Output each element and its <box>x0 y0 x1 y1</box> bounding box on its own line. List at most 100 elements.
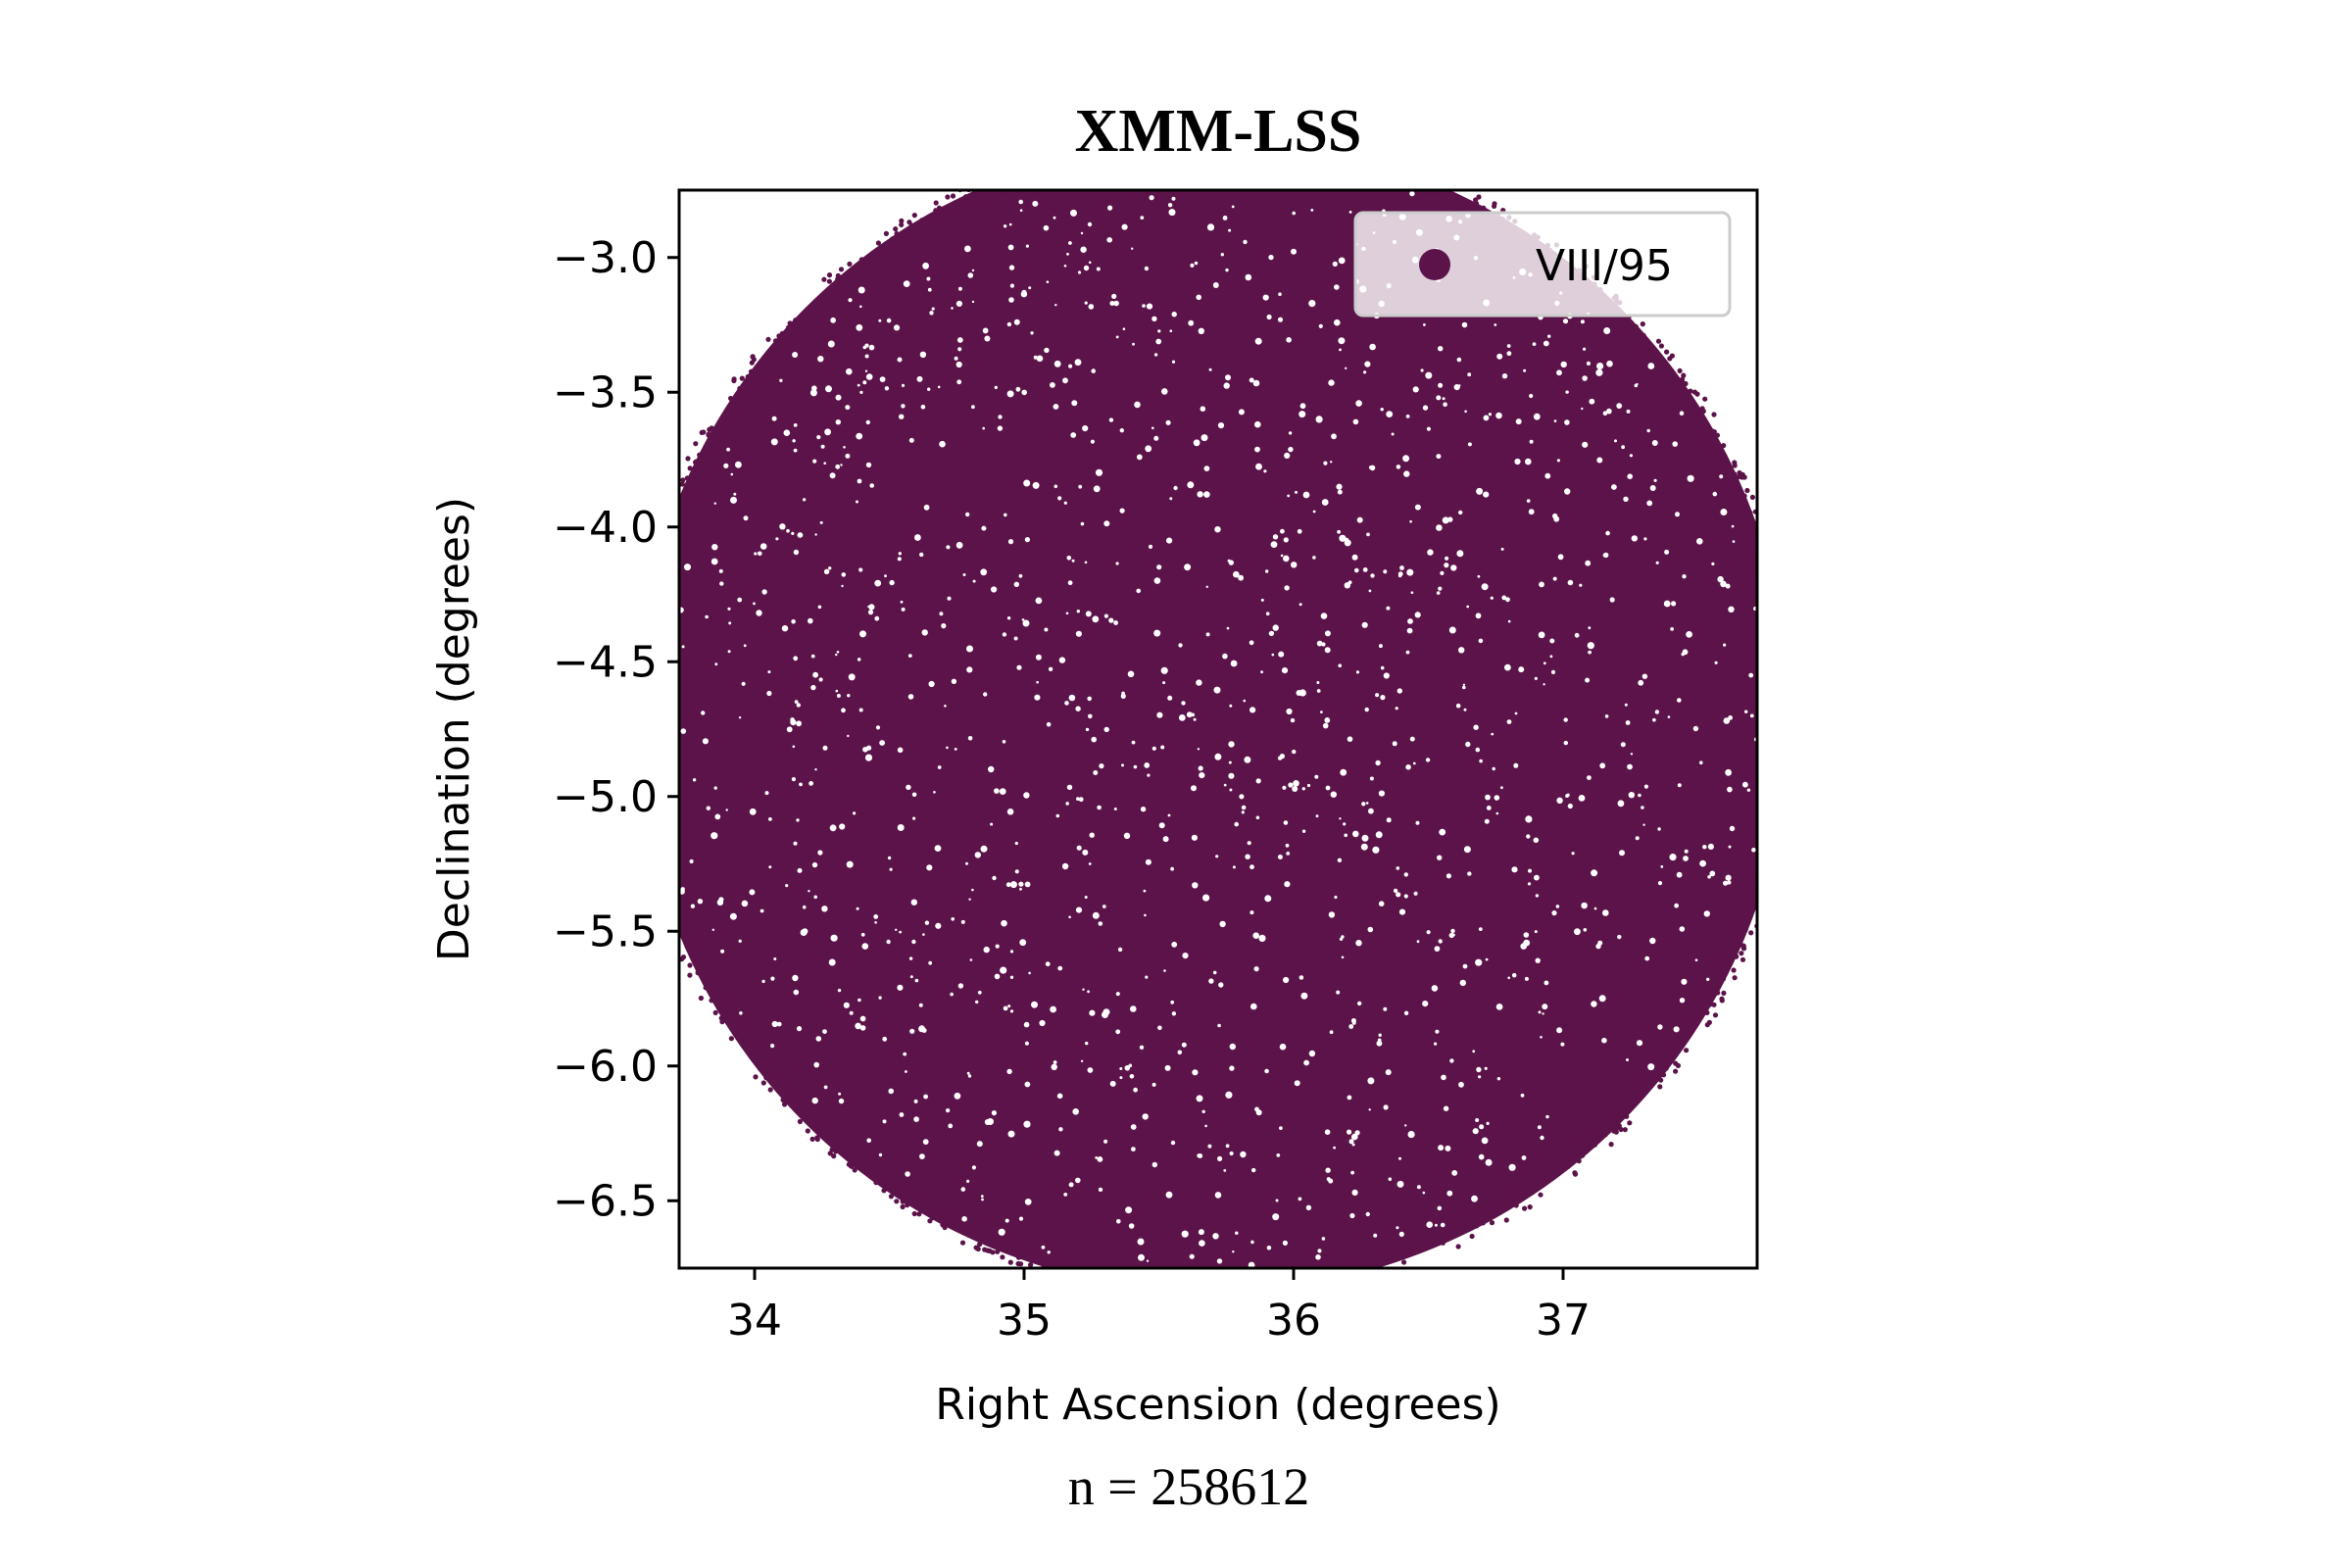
scatter-gap <box>1434 1223 1438 1227</box>
scatter-point <box>1643 1073 1649 1079</box>
scatter-gap <box>1459 979 1467 987</box>
scatter-gap <box>820 444 825 449</box>
scatter-gap <box>1500 786 1503 790</box>
scatter-gap <box>858 998 861 1003</box>
scatter-gap <box>702 738 710 745</box>
scatter-point <box>687 466 693 471</box>
scatter-gap <box>961 1216 967 1222</box>
scatter-gap <box>1223 783 1227 787</box>
scatter-gap <box>836 694 841 698</box>
scatter-gap <box>868 604 875 611</box>
scatter-gap <box>1547 334 1551 338</box>
scatter-gap <box>1122 327 1126 331</box>
scatter-point <box>1657 1084 1663 1090</box>
scatter-gap <box>1574 928 1581 936</box>
scatter-gap <box>939 440 946 448</box>
scatter-gap <box>1543 662 1546 665</box>
scatter-point <box>760 1080 766 1086</box>
scatter-gap <box>1125 1206 1133 1214</box>
scatter-gap <box>1271 653 1275 657</box>
scatter-gap <box>1458 1081 1464 1088</box>
scatter-gap <box>1410 591 1414 594</box>
scatter-gap <box>1254 446 1260 453</box>
scatter-gap <box>997 425 1004 431</box>
scatter-point <box>743 1028 749 1034</box>
scatter-gap <box>1534 930 1538 934</box>
scatter-point <box>785 324 792 330</box>
scatter-gap <box>1438 1145 1445 1152</box>
scatter-gap <box>1386 817 1392 823</box>
scatter-gap <box>1386 411 1394 417</box>
scatter-point <box>1776 665 1781 670</box>
scatter-gap <box>1238 409 1245 416</box>
scatter-gap <box>1144 913 1147 917</box>
scatter-point <box>1784 596 1788 601</box>
scatter-gap <box>1434 946 1441 952</box>
scatter-gap <box>1749 713 1754 718</box>
scatter-gap <box>1008 297 1014 303</box>
scatter-gap <box>1585 677 1591 683</box>
scatter-gap <box>823 462 826 466</box>
scatter-gap <box>1181 1042 1187 1048</box>
scatter-gap <box>1264 895 1272 903</box>
scatter-point <box>1780 606 1785 611</box>
legend: VIII/95 <box>1353 211 1732 318</box>
scatter-point <box>636 755 641 760</box>
scatter-gap <box>1438 939 1443 944</box>
scatter-gap <box>1255 463 1262 470</box>
scatter-point <box>1149 1284 1153 1289</box>
scatter-point <box>710 982 716 988</box>
scatter-gap <box>1376 1040 1383 1047</box>
scatter-point <box>1769 774 1774 779</box>
scatter-gap <box>1702 845 1707 850</box>
scatter-gap <box>1725 874 1732 881</box>
scatter-gap <box>1396 866 1400 870</box>
scatter-gap <box>1654 710 1660 714</box>
scatter-gap <box>869 483 874 488</box>
scatter-gap <box>1556 459 1560 463</box>
scatter-point <box>993 184 998 189</box>
scatter-point <box>995 1249 1001 1254</box>
scatter-point <box>916 1211 922 1217</box>
scatter-gap <box>841 572 847 577</box>
scatter-point <box>746 382 752 388</box>
scatter-gap <box>1356 516 1363 523</box>
scatter-gap <box>1097 1156 1103 1162</box>
scatter-gap <box>1338 257 1346 265</box>
scatter-gap <box>662 746 664 749</box>
scatter-gap <box>770 976 775 981</box>
scatter-point <box>1247 1283 1251 1288</box>
scatter-point <box>711 986 717 992</box>
scatter-point <box>1719 996 1725 1002</box>
scatter-gap <box>1438 586 1443 591</box>
scatter-gap <box>1383 1006 1388 1011</box>
scatter-gap <box>913 1099 918 1103</box>
scatter-point <box>1190 1290 1195 1295</box>
scatter-point <box>765 1075 771 1081</box>
scatter-gap <box>1272 1213 1280 1221</box>
scatter-gap <box>1023 1021 1030 1028</box>
scatter-gap <box>761 589 767 595</box>
scatter-gap <box>991 1110 998 1116</box>
scatter-gap <box>1336 990 1341 995</box>
scatter-gap <box>822 745 828 751</box>
scatter-point <box>839 1151 845 1156</box>
scatter-gap <box>908 956 913 960</box>
scatter-gap <box>1308 1050 1316 1057</box>
scatter-gap <box>1720 509 1728 515</box>
scatter-gap <box>1549 655 1553 659</box>
scatter-gap <box>1330 791 1338 798</box>
scatter-point <box>1522 1205 1528 1211</box>
scatter-point <box>658 562 662 566</box>
scatter-gap <box>1148 544 1153 550</box>
scatter-point <box>876 259 883 266</box>
scatter-gap <box>1587 775 1592 780</box>
scatter-point <box>1677 368 1683 373</box>
scatter-gap <box>1675 512 1680 517</box>
scatter-gap <box>1765 746 1771 752</box>
scatter-gap <box>816 435 821 440</box>
scatter-gap <box>1245 854 1250 859</box>
scatter-gap <box>1033 355 1038 360</box>
scatter-point <box>933 200 939 206</box>
scatter-gap <box>1617 800 1625 808</box>
